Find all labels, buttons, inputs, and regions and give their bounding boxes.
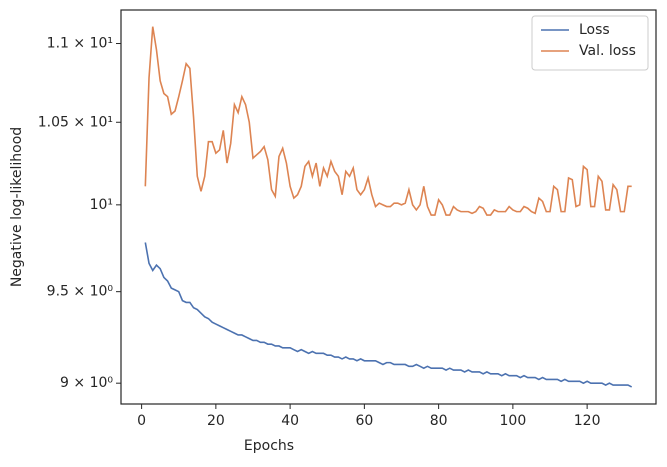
x-axis-label: Epochs <box>244 438 294 454</box>
x-tick-label: 100 <box>500 413 527 429</box>
plot-frame <box>120 9 657 405</box>
y-tick-label: 9 × 10⁰ <box>60 375 113 391</box>
x-tick-label: 40 <box>281 413 299 429</box>
data-line <box>144 26 632 216</box>
x-tick-label: 80 <box>430 413 448 429</box>
x-tick-label: 60 <box>355 413 373 429</box>
y-tick-label: 1.05 × 10¹ <box>38 114 113 130</box>
y-tick-label: 9.5 × 10⁰ <box>47 284 114 300</box>
y-tick-label: 10¹ <box>90 197 113 213</box>
x-tick-label: 20 <box>207 413 225 429</box>
legend-label: Val. loss <box>579 43 636 59</box>
legend-label: Loss <box>579 22 610 38</box>
y-axis-label: Negative log-likelihood <box>9 127 25 287</box>
data-line <box>144 242 633 388</box>
y-tick-label: 1.1 × 10¹ <box>47 36 113 52</box>
x-tick-label: 0 <box>137 413 146 429</box>
x-tick-label: 120 <box>574 413 601 429</box>
